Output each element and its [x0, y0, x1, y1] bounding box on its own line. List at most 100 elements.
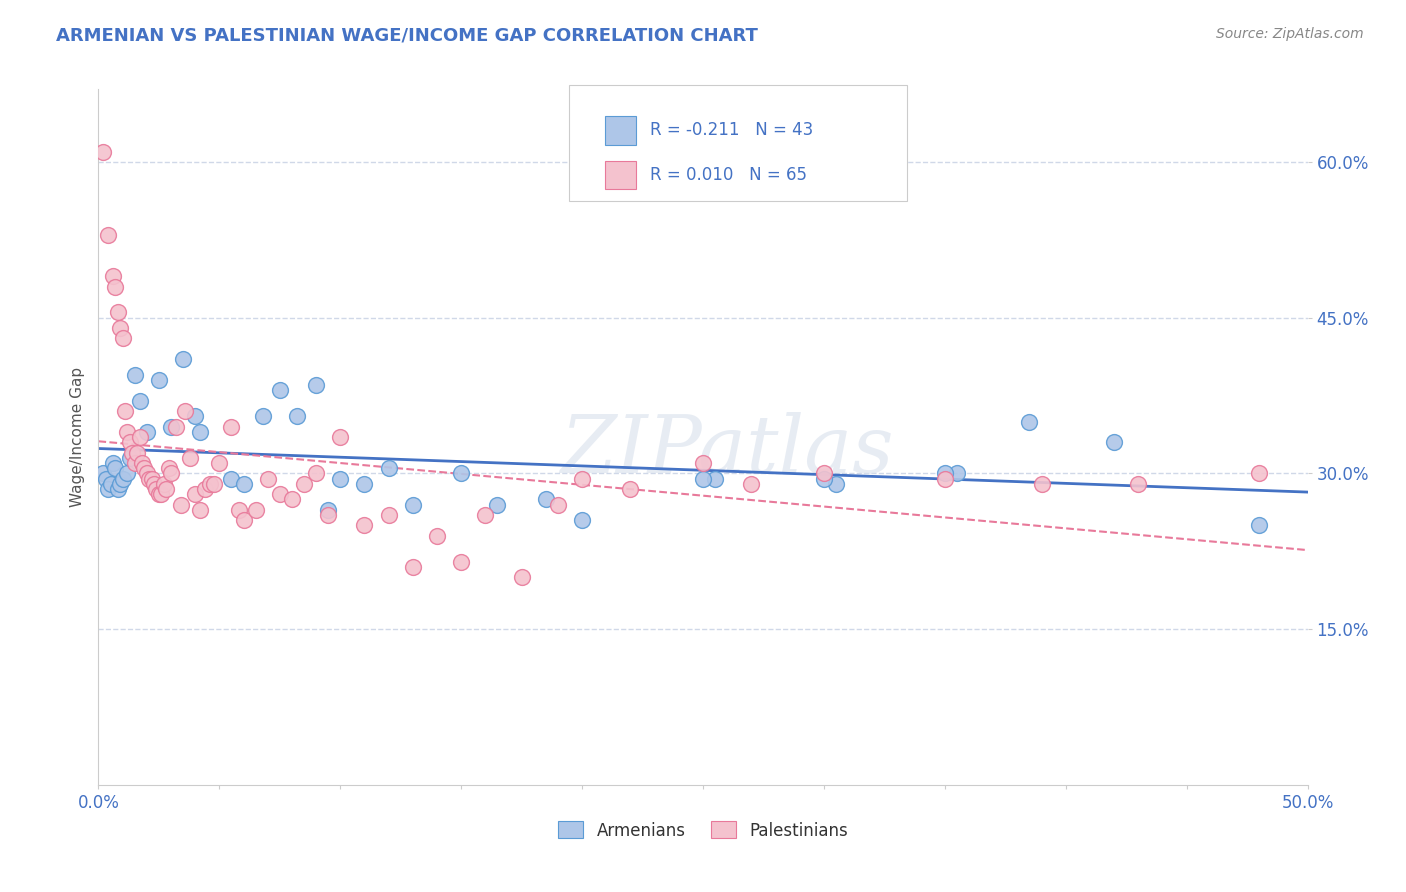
Point	[269, 487, 291, 501]
Point	[107, 305, 129, 319]
Point	[1128, 476, 1150, 491]
Point	[534, 492, 557, 507]
Point	[285, 409, 308, 424]
Point	[97, 227, 120, 242]
Point	[91, 467, 114, 481]
Point	[252, 409, 274, 424]
Point	[1102, 435, 1125, 450]
Point	[377, 461, 399, 475]
Point	[114, 404, 136, 418]
Point	[934, 467, 956, 481]
Point	[97, 482, 120, 496]
Point	[692, 472, 714, 486]
Point	[134, 461, 156, 475]
Point	[188, 502, 211, 516]
Point	[232, 476, 254, 491]
Point	[91, 145, 114, 159]
Point	[221, 472, 243, 486]
Point	[1031, 476, 1053, 491]
Point	[145, 482, 167, 496]
Point	[1249, 518, 1271, 533]
Point	[946, 467, 969, 481]
Point	[450, 467, 472, 481]
Point	[426, 529, 449, 543]
Point	[692, 456, 714, 470]
Point	[118, 450, 141, 465]
Point	[402, 498, 425, 512]
Point	[135, 467, 157, 481]
Point	[450, 555, 472, 569]
Point	[128, 430, 150, 444]
Point	[184, 409, 207, 424]
Point	[131, 456, 153, 470]
Y-axis label: Wage/Income Gap: Wage/Income Gap	[69, 367, 84, 508]
Point	[101, 456, 124, 470]
Point	[160, 419, 183, 434]
Point	[232, 513, 254, 527]
Text: ZIPatlas: ZIPatlas	[561, 412, 894, 490]
Point	[281, 492, 304, 507]
Point	[305, 378, 328, 392]
Point	[188, 425, 211, 439]
Point	[179, 450, 201, 465]
Text: R = -0.211   N = 43: R = -0.211 N = 43	[650, 121, 813, 139]
Point	[128, 393, 150, 408]
Point	[169, 498, 191, 512]
Legend: Armenians, Palestinians: Armenians, Palestinians	[551, 814, 855, 847]
Point	[138, 472, 160, 486]
Point	[111, 472, 134, 486]
Point	[165, 419, 187, 434]
Point	[172, 352, 194, 367]
Point	[571, 472, 593, 486]
Point	[118, 435, 141, 450]
Point	[148, 487, 170, 501]
Point	[152, 476, 174, 491]
Point	[704, 472, 727, 486]
Point	[256, 472, 278, 486]
Point	[141, 472, 163, 486]
Point	[329, 430, 352, 444]
Point	[198, 476, 221, 491]
Point	[104, 461, 127, 475]
Point	[1249, 467, 1271, 481]
Point	[104, 279, 127, 293]
Point	[117, 425, 139, 439]
Point	[204, 476, 226, 491]
Point	[124, 368, 146, 382]
Point	[934, 472, 956, 486]
Point	[353, 518, 375, 533]
Point	[108, 321, 131, 335]
Point	[825, 476, 848, 491]
Point	[486, 498, 509, 512]
Point	[329, 472, 352, 486]
Point	[155, 482, 177, 496]
Point	[269, 384, 291, 398]
Point	[107, 482, 129, 496]
Point	[127, 445, 149, 459]
Point	[194, 482, 217, 496]
Point	[174, 404, 197, 418]
Point	[160, 467, 183, 481]
Point	[292, 476, 315, 491]
Point	[228, 502, 250, 516]
Point	[150, 487, 173, 501]
Point	[135, 425, 157, 439]
Point	[1018, 415, 1040, 429]
Text: R = 0.010   N = 65: R = 0.010 N = 65	[650, 166, 807, 184]
Point	[377, 508, 399, 522]
Point	[121, 445, 143, 459]
Point	[148, 373, 170, 387]
Point	[184, 487, 207, 501]
Point	[143, 476, 166, 491]
Point	[813, 467, 835, 481]
Point	[100, 476, 122, 491]
Point	[740, 476, 762, 491]
Point	[353, 476, 375, 491]
Point	[245, 502, 267, 516]
Point	[474, 508, 496, 522]
Point	[619, 482, 641, 496]
Point	[94, 472, 117, 486]
Point	[813, 472, 835, 486]
Point	[316, 508, 339, 522]
Point	[305, 467, 328, 481]
